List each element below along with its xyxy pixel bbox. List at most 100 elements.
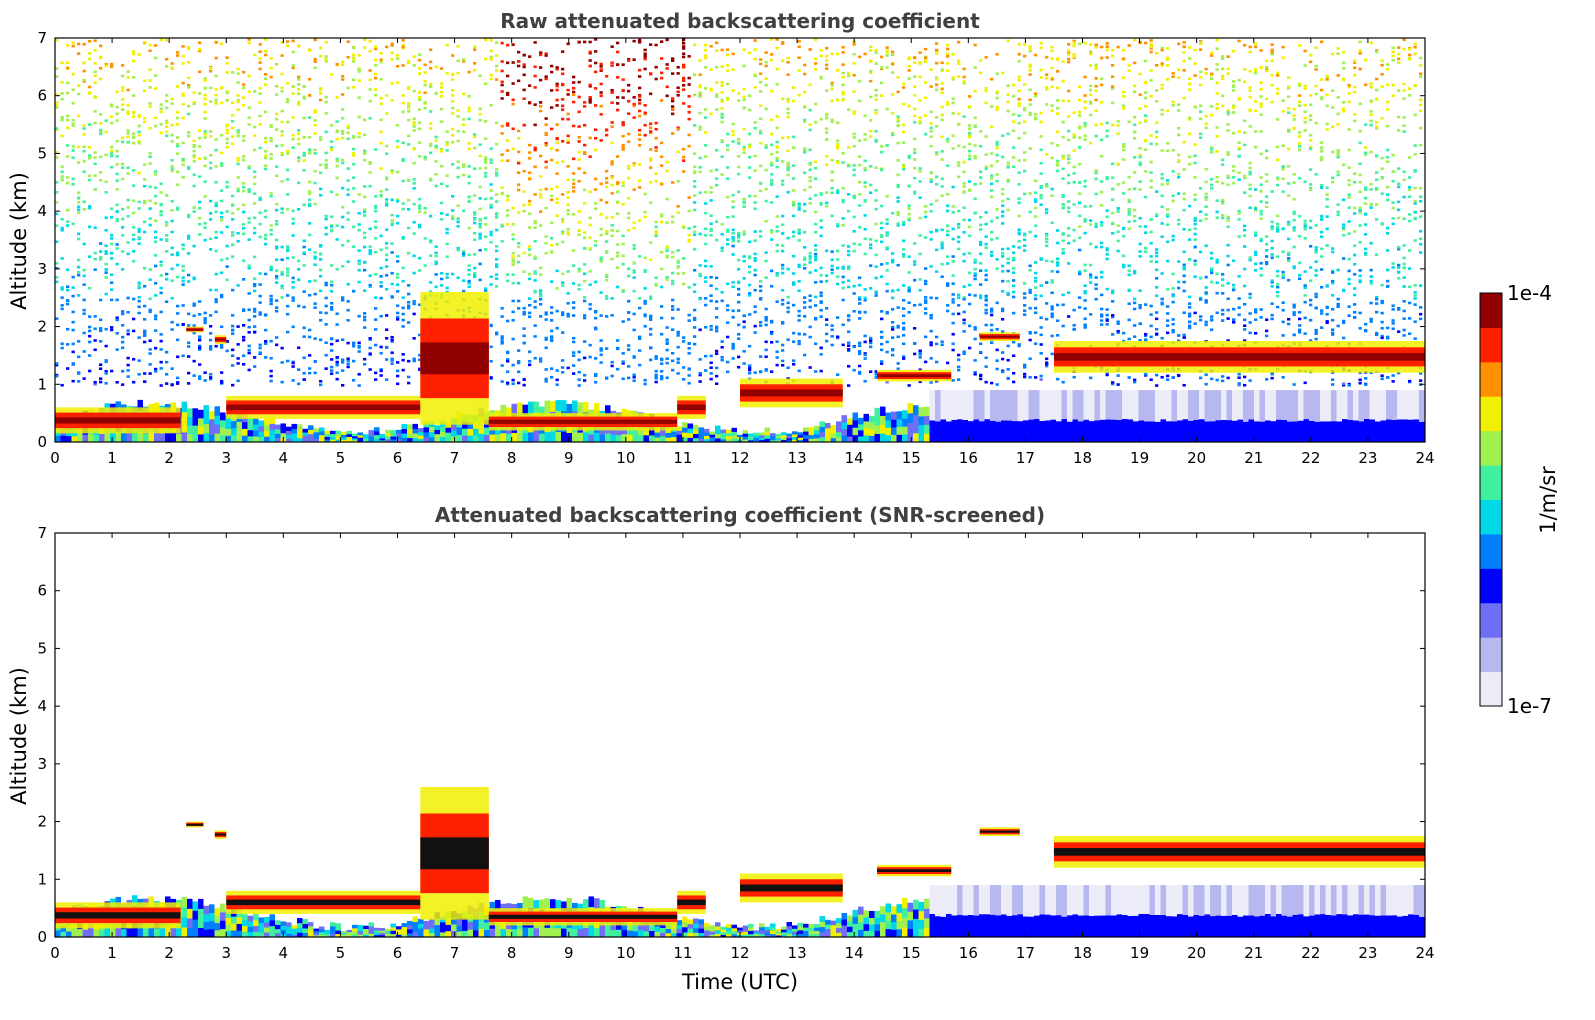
noise-cell (533, 226, 537, 229)
noise-cell (407, 110, 411, 113)
noise-cell (561, 313, 565, 317)
noise-cell (605, 216, 609, 220)
noise-cell (374, 76, 378, 80)
noise-cell (533, 300, 537, 303)
noise-cell (588, 50, 592, 54)
noise-cell (825, 155, 829, 158)
noise-cell (896, 362, 900, 365)
noise-cell (374, 195, 378, 198)
noise-cell (467, 253, 471, 257)
noise-cell (863, 227, 867, 231)
heatmap-cell (797, 432, 803, 436)
noise-cell (544, 123, 548, 126)
noise-cell (368, 116, 372, 120)
heatmap-cell (209, 426, 215, 435)
noise-cell (643, 192, 647, 196)
noise-cell (825, 63, 829, 67)
noise-cell (236, 131, 240, 135)
noise-cell (324, 95, 328, 99)
noise-cell (770, 53, 774, 56)
noise-cell (99, 242, 103, 245)
noise-cell (940, 194, 944, 197)
noise-cell (286, 312, 290, 316)
noise-cell (220, 199, 224, 203)
noise-cell (775, 156, 779, 160)
heatmap-cell (231, 420, 237, 429)
heatmap-cell (753, 437, 759, 441)
heatmap-cell (781, 437, 787, 441)
noise-cell (698, 125, 702, 129)
noise-cell (825, 89, 829, 92)
noise-cell (165, 125, 169, 129)
noise-cell (225, 278, 229, 282)
noise-cell (819, 193, 823, 196)
heatmap-cell (869, 435, 875, 442)
noise-cell (368, 49, 372, 53)
noise-cell (951, 301, 955, 304)
noise-cell (203, 93, 207, 97)
noise-cell (159, 182, 163, 186)
heatmap-cell (324, 439, 330, 442)
noise-cell (236, 100, 240, 104)
noise-cell (363, 118, 367, 122)
noise-cell (209, 86, 213, 90)
noise-cell (264, 136, 268, 140)
noise-cell (896, 90, 900, 94)
noise-cell (467, 95, 471, 98)
noise-cell (731, 231, 735, 235)
noise-cell (363, 149, 367, 153)
noise-cell (209, 314, 213, 317)
noise-cell (665, 326, 669, 329)
heatmap-cell (940, 424, 946, 432)
noise-cell (115, 119, 119, 122)
heatmap-cell (957, 430, 963, 437)
noise-cell (726, 238, 730, 241)
noise-cell (715, 220, 719, 223)
noise-cell (891, 353, 895, 357)
noise-cell (396, 54, 400, 57)
noise-cell (137, 237, 141, 241)
noise-cell (445, 174, 449, 178)
noise-cell (363, 245, 367, 249)
noise-cell (137, 295, 141, 299)
heatmap-cell (748, 437, 754, 441)
noise-cell (946, 101, 950, 104)
noise-cell (599, 227, 603, 231)
noise-cell (440, 150, 444, 153)
noise-cell (775, 340, 779, 343)
noise-cell (275, 93, 279, 96)
noise-cell (396, 311, 400, 315)
noise-cell (561, 104, 565, 108)
noise-cell (115, 348, 119, 351)
noise-cell (308, 233, 312, 237)
noise-cell (143, 318, 147, 321)
noise-cell (566, 88, 570, 92)
noise-cell (940, 343, 944, 347)
noise-cell (709, 89, 713, 92)
noise-cell (511, 260, 515, 263)
heatmap-cell (286, 426, 292, 432)
noise-cell (594, 70, 598, 74)
heatmap-cell (643, 434, 649, 442)
noise-cell (506, 159, 510, 162)
noise-cell (187, 382, 191, 385)
noise-cell (660, 213, 664, 216)
noise-cell (143, 266, 147, 270)
noise-cell (929, 130, 933, 133)
heatmap-cell (792, 436, 798, 440)
noise-cell (836, 161, 840, 165)
noise-cell (198, 344, 202, 348)
noise-cell (379, 351, 383, 355)
noise-cell (731, 215, 735, 218)
noise-cell (863, 288, 867, 291)
noise-cell (616, 102, 620, 105)
noise-cell (572, 351, 576, 354)
noise-cell (929, 343, 933, 347)
noise-cell (924, 299, 928, 302)
heatmap-cell (594, 432, 600, 442)
noise-cell (698, 111, 702, 115)
noise-cell (671, 97, 675, 100)
noise-cell (170, 230, 174, 234)
noise-cell (638, 337, 642, 341)
noise-cell (847, 265, 851, 269)
